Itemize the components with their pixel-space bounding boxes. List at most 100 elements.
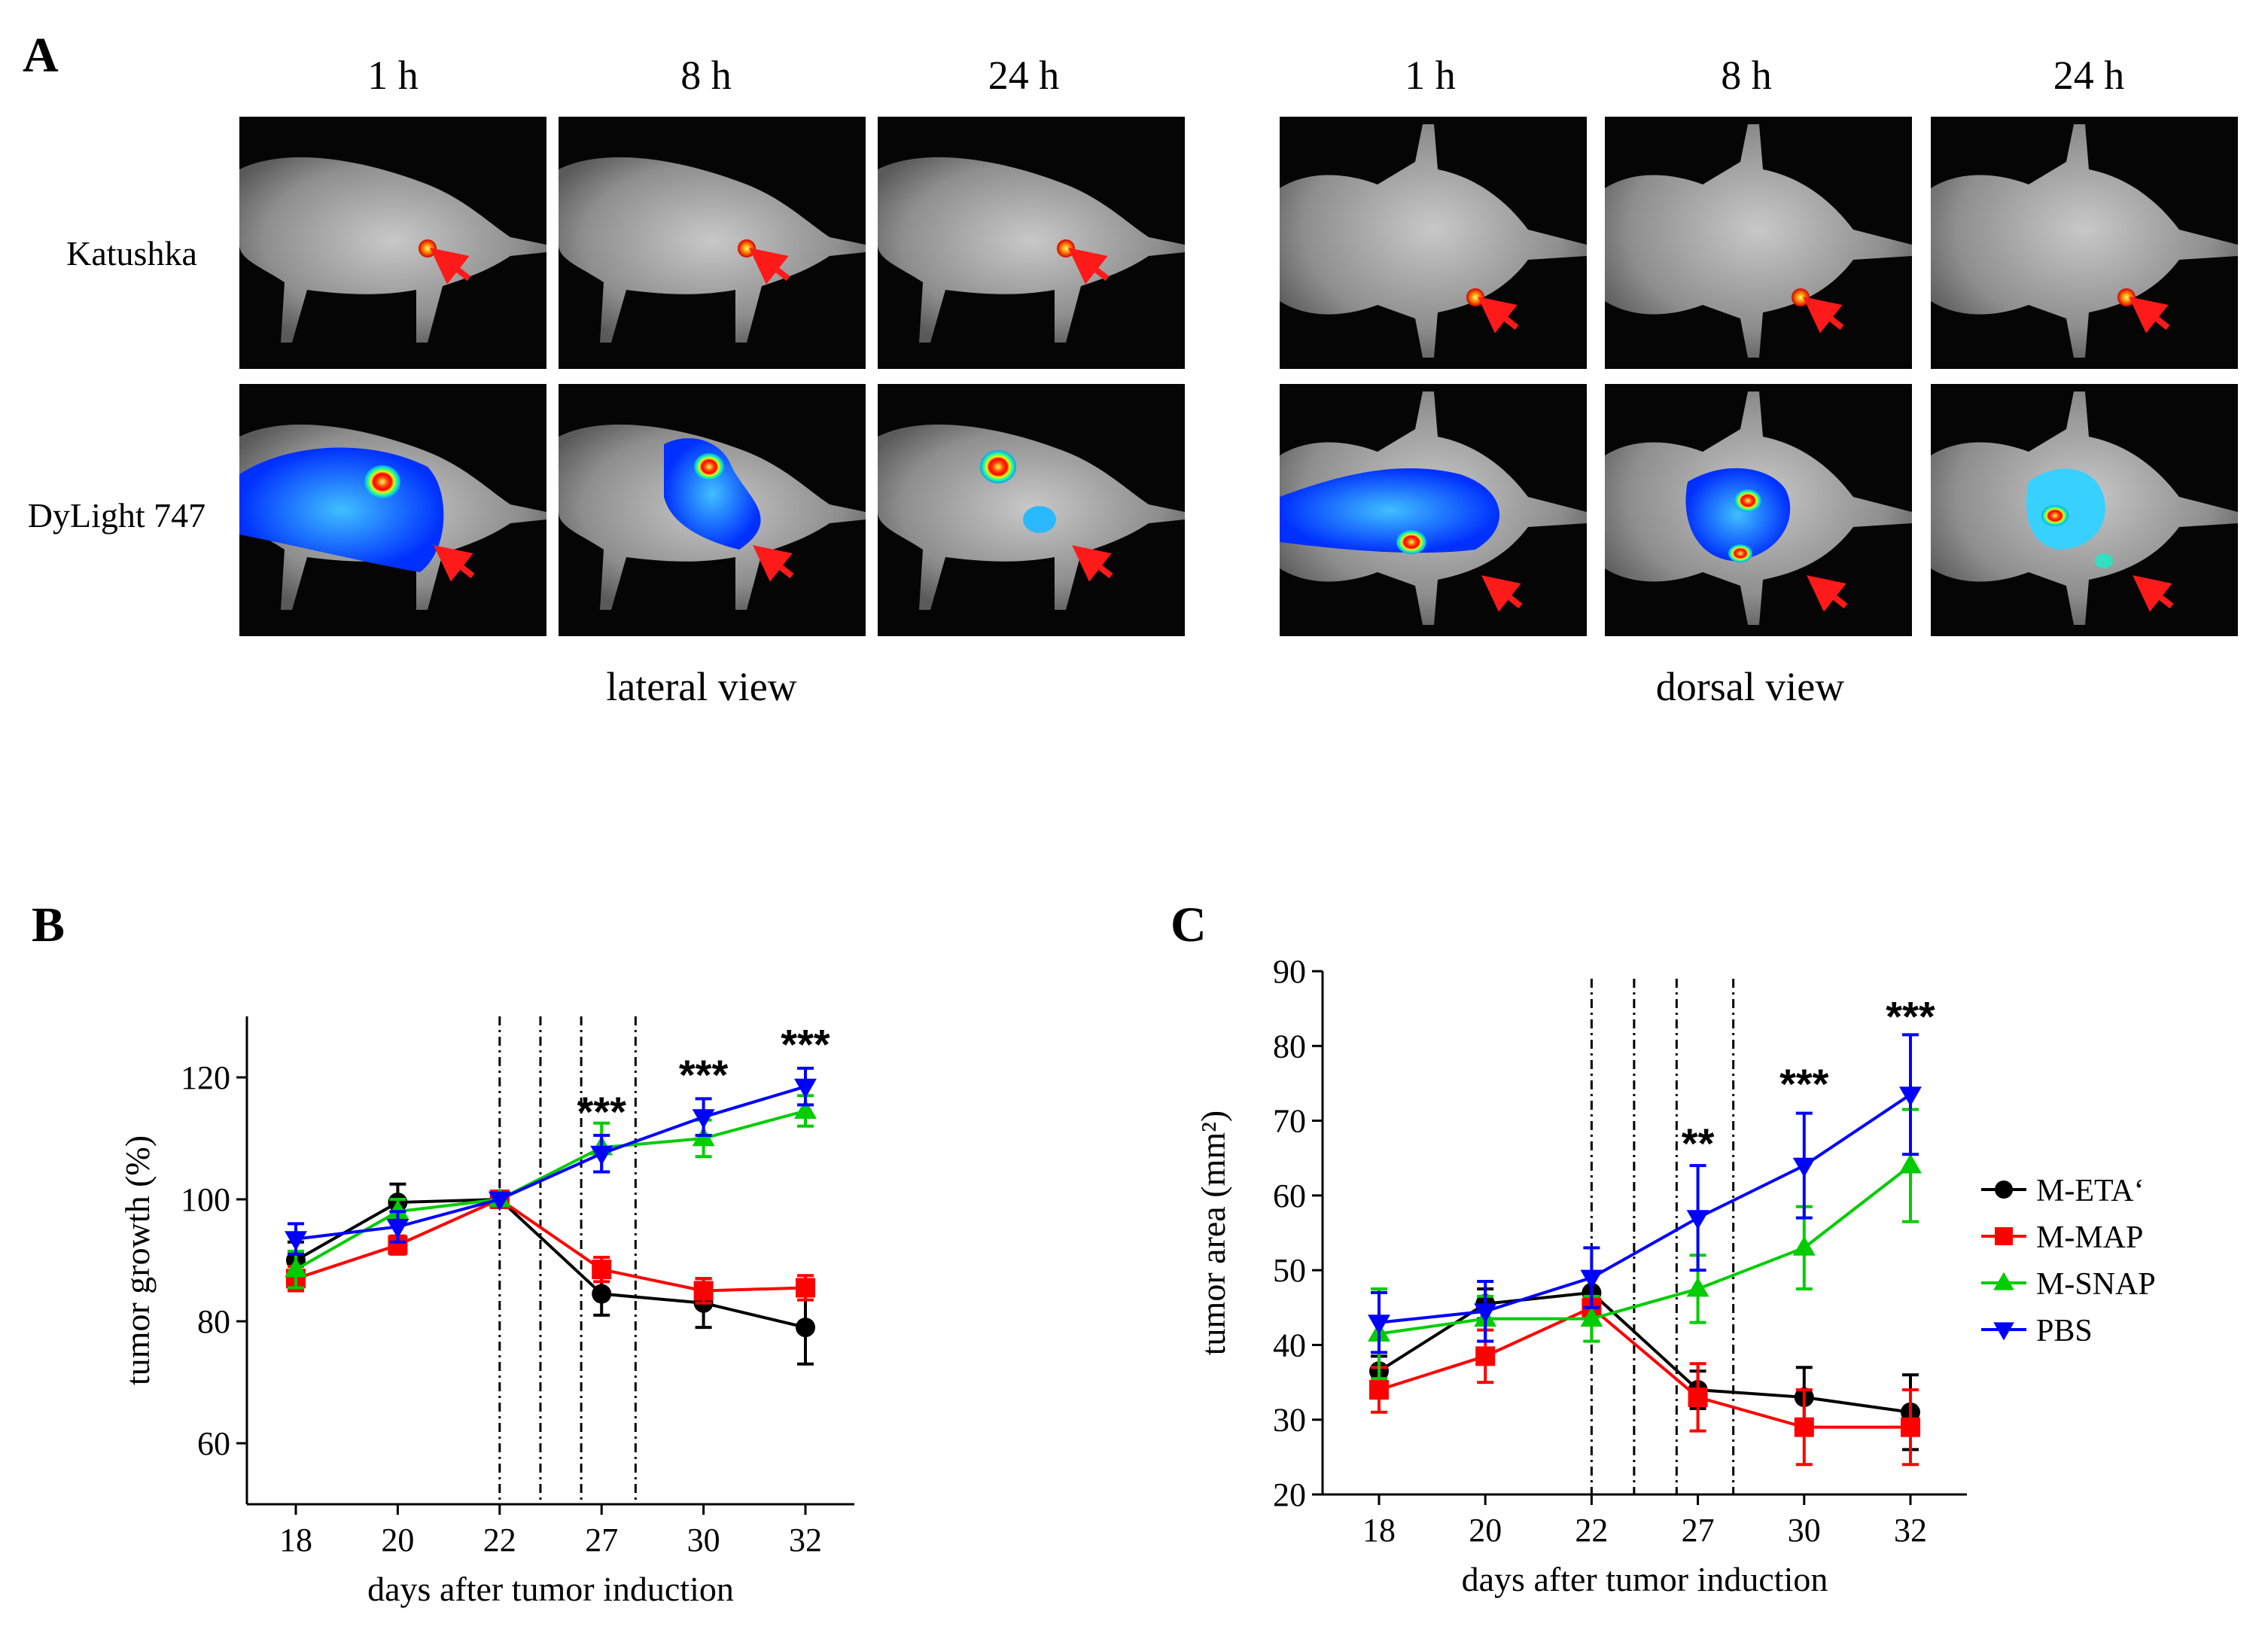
x-tick-label: 18 xyxy=(1362,1512,1396,1549)
tumor-arrow xyxy=(1072,545,1113,582)
image-tile-r2-c2 xyxy=(559,384,866,636)
tumor-signal xyxy=(2117,288,2136,306)
chart-c-legend: M-ETA‘ M-MAP M-SNAP PBS xyxy=(1981,1174,2156,1348)
x-tick-label: 27 xyxy=(1682,1512,1715,1549)
data-point xyxy=(1993,1272,2014,1290)
probe-hotspot xyxy=(364,465,400,498)
dorsal-time-8h: 8 h xyxy=(1721,53,1772,98)
series-line xyxy=(1378,1093,1912,1324)
mouse-silhouette xyxy=(878,157,1185,343)
y-tick-label: 20 xyxy=(1273,1476,1306,1513)
legend-item: M-MAP xyxy=(1981,1220,2143,1255)
mouse-silhouette xyxy=(239,157,546,343)
legend-label: PBS xyxy=(2036,1314,2093,1348)
y-axis-label: tumor growth (%) xyxy=(118,1135,157,1385)
panel-b-label: B xyxy=(32,897,65,952)
legend-item: M-SNAP xyxy=(1981,1267,2156,1302)
image-tile-r2-c5 xyxy=(1605,384,1912,636)
image-tile-r1-c5 xyxy=(1605,117,1912,369)
row-label-dylight: DyLight 747 xyxy=(28,496,205,535)
image-tile-r1-c2 xyxy=(559,117,866,369)
data-point xyxy=(488,1191,511,1211)
series-line xyxy=(295,1197,806,1293)
significance-label: *** xyxy=(1886,992,1935,1040)
data-point xyxy=(592,1284,612,1304)
significance-label: *** xyxy=(679,1051,729,1098)
dorsal-time-1h: 1 h xyxy=(1405,53,1456,98)
chart-c: 20 30 40 50 60 70 80 90 18 20 22 27 30 32 days after t… xyxy=(1194,953,1967,1598)
tumor-arrow xyxy=(2133,575,2174,612)
image-tile-r2-c3 xyxy=(878,384,1185,636)
dorsal-time-24h: 24 h xyxy=(2053,53,2125,98)
x-tick-label: 18 xyxy=(279,1522,312,1558)
y-tick-label: 60 xyxy=(197,1425,230,1462)
probe-distribution xyxy=(1685,468,1791,561)
data-point xyxy=(1474,1303,1497,1324)
probe-tumor-signal xyxy=(2095,553,2113,568)
y-tick-label: 120 xyxy=(181,1059,230,1096)
tumor-arrow xyxy=(430,248,471,285)
y-tick-label: 40 xyxy=(1273,1327,1306,1363)
mouse-silhouette xyxy=(559,157,866,343)
lateral-view-caption: lateral view xyxy=(606,664,796,709)
image-tile-r2-c6 xyxy=(1931,384,2238,636)
probe-hotspot xyxy=(1396,530,1426,554)
series-pbs xyxy=(1368,1033,1922,1354)
y-tick-label: 50 xyxy=(1273,1252,1306,1289)
y-tick-label: 90 xyxy=(1273,953,1306,990)
series-msnap xyxy=(285,1094,817,1290)
x-tick-label: 32 xyxy=(1894,1512,1927,1549)
data-point xyxy=(285,1257,307,1278)
y-tick-label: 80 xyxy=(197,1303,230,1340)
probe-hotspot xyxy=(2041,505,2069,526)
legend-label: M-ETA‘ xyxy=(2036,1174,2145,1208)
data-point xyxy=(1688,1387,1708,1407)
row-label-katushka: Katushka xyxy=(66,234,197,273)
data-point xyxy=(1995,1227,2013,1245)
data-point xyxy=(285,1231,307,1251)
image-tile-r1-c4 xyxy=(1280,117,1587,369)
data-point xyxy=(1995,1181,2013,1199)
series-line xyxy=(1378,1164,1912,1336)
tumor-arrow xyxy=(2129,297,2170,334)
x-axis-label: days after tumor induction xyxy=(367,1570,734,1608)
data-point xyxy=(1686,1210,1709,1230)
mouse-silhouette xyxy=(1931,124,2238,358)
image-tile-r1-c3 xyxy=(878,117,1185,369)
lateral-time-8h: 8 h xyxy=(680,53,732,98)
x-tick-label: 30 xyxy=(687,1522,720,1558)
x-tick-label: 22 xyxy=(1575,1512,1608,1549)
panel-a: A 1 h 8 h 24 h 1 h 8 h 24 h Katushka DyL… xyxy=(23,28,2238,709)
data-point xyxy=(796,1278,815,1298)
mouse-silhouette xyxy=(1605,124,1912,358)
probe-distribution xyxy=(664,437,761,550)
probe-distribution xyxy=(2026,468,2105,550)
y-tick-label: 70 xyxy=(1273,1103,1306,1140)
tumor-arrow xyxy=(1807,575,1848,612)
tumor-signal xyxy=(1466,288,1484,306)
probe-hotspot xyxy=(1734,489,1761,512)
series-line xyxy=(295,1085,806,1241)
data-point xyxy=(1686,1277,1709,1297)
imaging-tiles xyxy=(239,117,2238,636)
panel-a-label: A xyxy=(23,28,59,83)
legend-item: PBS xyxy=(1981,1314,2093,1348)
tumor-arrow xyxy=(1803,297,1844,334)
data-point xyxy=(1993,1322,2014,1341)
x-tick-label: 20 xyxy=(1469,1512,1502,1549)
x-tick-label: 27 xyxy=(585,1522,618,1558)
significance-label: ** xyxy=(1682,1120,1715,1167)
dorsal-view-caption: dorsal view xyxy=(1656,664,1844,709)
series-meta xyxy=(1369,1272,1920,1452)
data-point xyxy=(1901,1417,1920,1437)
tumor-arrow xyxy=(753,545,794,582)
tumor-arrow xyxy=(1478,297,1519,334)
data-point xyxy=(1369,1380,1389,1400)
data-point xyxy=(794,1098,817,1119)
probe-tumor-signal xyxy=(1023,506,1056,533)
image-tile-r2-c4 xyxy=(1280,384,1587,636)
data-point xyxy=(693,1281,714,1301)
data-point xyxy=(592,1260,612,1280)
chart-b: 60 80 100 120 18 20 22 27 30 32 days after tumor i… xyxy=(118,1016,854,1608)
